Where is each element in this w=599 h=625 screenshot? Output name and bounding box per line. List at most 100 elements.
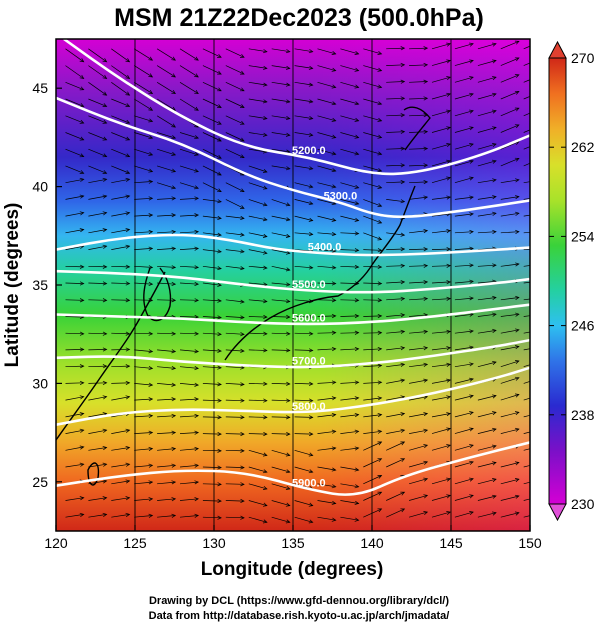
streamline-segment — [523, 281, 530, 284]
streamline-segment — [88, 382, 107, 384]
streamline-arrowhead — [400, 163, 406, 168]
streamline-arrowhead — [285, 217, 291, 222]
streamline-segment — [363, 249, 382, 251]
streamline-arrowhead — [400, 247, 406, 252]
streamline-segment — [271, 148, 290, 153]
streamline-arrowhead — [102, 211, 108, 216]
streamline-arrowhead — [469, 394, 474, 399]
streamline-segment — [431, 76, 451, 83]
streamline-segment — [363, 165, 382, 172]
streamline-arrowhead — [538, 58, 542, 61]
streamline-segment — [523, 146, 530, 150]
streamline-segment — [431, 298, 451, 301]
streamline-segment — [202, 265, 222, 269]
streamline-arrowhead — [217, 382, 222, 387]
streamline-arrowhead — [469, 427, 474, 432]
streamline-arrowhead — [125, 136, 131, 141]
streamline-segment — [477, 280, 497, 284]
colorbar-tick-label: 262 — [571, 139, 595, 155]
streamline-segment — [248, 215, 267, 221]
streamline-arrowhead — [171, 513, 177, 518]
streamline-segment — [523, 481, 530, 485]
streamline-arrowhead — [217, 232, 222, 237]
streamline-arrowhead — [400, 113, 406, 118]
streamline-segment — [88, 245, 107, 250]
streamline-segment — [500, 263, 519, 267]
streamline-arrowhead — [514, 40, 520, 45]
streamline-segment — [111, 178, 130, 184]
streamline-segment — [65, 195, 84, 200]
streamline-segment — [179, 316, 199, 318]
streamline-segment — [111, 195, 130, 200]
streamline-arrowhead — [538, 445, 542, 448]
streamline-segment — [271, 449, 290, 456]
streamline-segment — [523, 112, 530, 117]
streamline-arrowhead — [538, 108, 542, 111]
streamline-arrowhead — [240, 266, 245, 271]
streamline-arrowhead — [469, 460, 474, 465]
streamline-arrowhead — [286, 331, 291, 336]
streamline-segment — [409, 230, 428, 234]
streamline-segment — [454, 93, 474, 100]
streamline-arrowhead — [217, 199, 222, 204]
streamline-arrowhead — [217, 498, 222, 504]
streamline-segment — [386, 131, 405, 133]
streamline-segment — [111, 349, 130, 351]
streamline-segment — [294, 48, 313, 53]
streamline-segment — [65, 332, 84, 335]
streamline-arrowhead — [148, 213, 154, 218]
streamline-segment — [317, 315, 336, 317]
streamline-arrowhead — [514, 90, 520, 95]
streamline-segment — [340, 466, 359, 471]
streamline-segment — [523, 414, 530, 418]
streamline-arrowhead — [125, 347, 131, 352]
streamline-arrowhead — [492, 427, 497, 432]
streamline-arrowhead — [331, 265, 337, 270]
gridlines — [134, 39, 452, 531]
streamline-arrowhead — [492, 394, 497, 399]
streamline-arrowhead — [423, 263, 429, 268]
streamline-segment — [111, 265, 130, 268]
streamline-arrowhead — [446, 494, 451, 499]
streamline-arrowhead — [285, 267, 291, 272]
streamline-segment — [65, 165, 84, 174]
streamline-segment — [271, 215, 290, 221]
contour-label: 5800.0 — [292, 401, 326, 413]
streamline-arrowhead — [263, 348, 268, 353]
streamline-arrowhead — [331, 184, 337, 189]
streamline-segment — [202, 115, 222, 125]
streamline-arrowhead — [377, 101, 383, 106]
streamline-arrowhead — [308, 49, 314, 54]
streamline-segment — [523, 515, 530, 518]
streamline-arrowhead — [423, 362, 429, 367]
streamline-segment — [225, 349, 245, 352]
plot-area: 5200.0 5300.0 5400.0 5500.0 5600.0 5700.0 5800… — [56, 39, 542, 531]
streamline-segment — [294, 500, 313, 506]
streamline-segment — [88, 98, 107, 107]
streamline-segment — [386, 347, 405, 351]
korea-coastline — [143, 267, 172, 322]
streamline-arrowhead — [102, 103, 108, 107]
streamline-arrowhead — [102, 194, 108, 199]
streamline-arrowhead — [148, 382, 154, 387]
streamline-arrowhead — [217, 298, 222, 303]
streamline-arrowhead — [400, 96, 406, 101]
streamline-segment — [317, 332, 336, 334]
streamline-arrowhead — [217, 215, 222, 221]
streamline-segment — [134, 332, 153, 335]
streamline-arrowhead — [469, 42, 474, 47]
streamline-segment — [477, 445, 497, 451]
streamline-segment — [386, 413, 405, 418]
streamline-arrowhead — [285, 233, 291, 238]
streamline-arrowhead — [79, 445, 85, 450]
streamline-arrowhead — [423, 460, 429, 465]
streamline-arrowhead — [262, 250, 268, 255]
streamline-arrowhead — [194, 56, 199, 61]
streamline-segment — [248, 349, 267, 351]
streamline-arrowhead — [286, 381, 291, 386]
streamline-segment — [363, 475, 382, 485]
streamline-arrowhead — [262, 485, 268, 490]
streamline-segment — [65, 98, 84, 107]
streamline-segment — [248, 199, 268, 206]
streamline-arrowhead — [308, 415, 314, 420]
